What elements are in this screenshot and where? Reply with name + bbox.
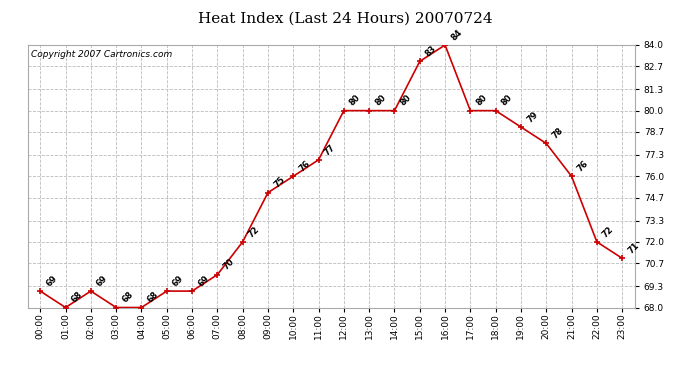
Text: 68: 68 [146, 290, 160, 305]
Text: 76: 76 [297, 159, 312, 174]
Text: 68: 68 [70, 290, 84, 305]
Text: 84: 84 [449, 28, 464, 42]
Text: 80: 80 [500, 93, 514, 108]
Text: 71: 71 [627, 241, 641, 255]
Text: 68: 68 [120, 290, 135, 305]
Text: 78: 78 [551, 126, 565, 141]
Text: 80: 80 [348, 93, 362, 108]
Text: 77: 77 [323, 142, 337, 157]
Text: 69: 69 [196, 274, 211, 288]
Text: 69: 69 [171, 274, 186, 288]
Text: 80: 80 [399, 93, 413, 108]
Text: 79: 79 [525, 110, 540, 124]
Text: Heat Index (Last 24 Hours) 20070724: Heat Index (Last 24 Hours) 20070724 [198, 11, 492, 25]
Text: 69: 69 [44, 274, 59, 288]
Text: 76: 76 [575, 159, 591, 174]
Text: 75: 75 [272, 175, 287, 190]
Text: 69: 69 [95, 274, 110, 288]
Text: Copyright 2007 Cartronics.com: Copyright 2007 Cartronics.com [30, 50, 172, 59]
Text: 83: 83 [424, 44, 438, 58]
Text: 72: 72 [601, 225, 615, 239]
Text: 70: 70 [221, 257, 236, 272]
Text: 80: 80 [373, 93, 388, 108]
Text: 72: 72 [247, 225, 262, 239]
Text: 80: 80 [475, 93, 489, 108]
